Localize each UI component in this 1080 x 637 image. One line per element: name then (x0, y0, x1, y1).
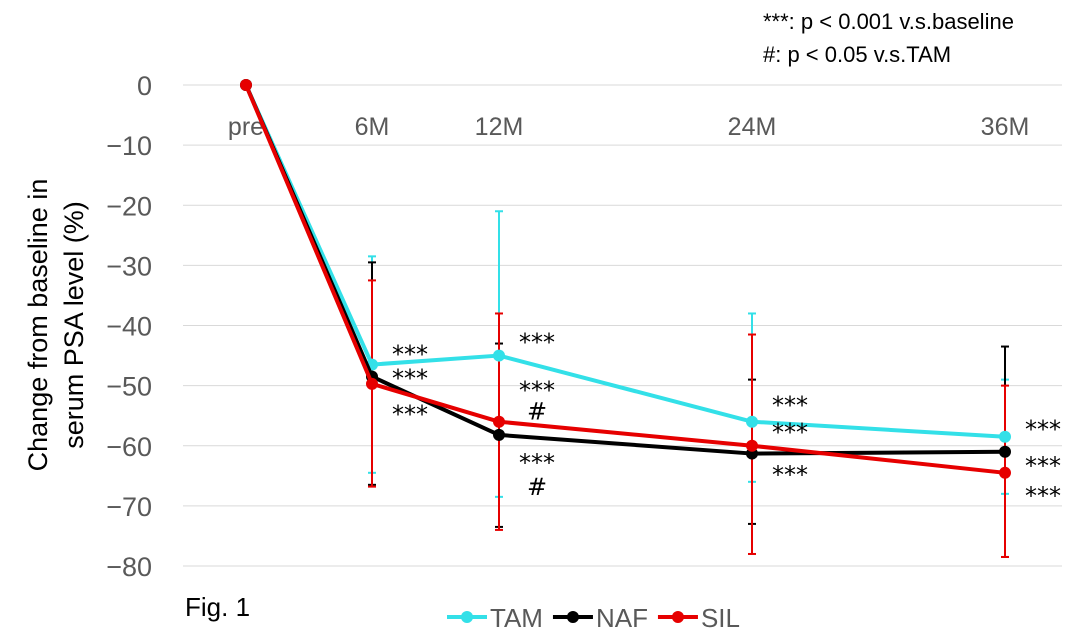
legend-marker-naf (566, 611, 579, 623)
legend-marker-tam (461, 611, 473, 623)
x-tick-label: 24M (728, 113, 777, 141)
data-point-sil (999, 466, 1011, 479)
y-tick-label: −70 (106, 492, 152, 522)
y-axis-title-line2: serum PSA level (%) (59, 201, 89, 449)
data-point-naf (999, 445, 1011, 458)
y-tick-label: −10 (106, 131, 152, 161)
significance-stars: *** (519, 377, 555, 405)
y-tick-label: 0 (137, 71, 152, 101)
x-tick-label: 36M (981, 113, 1030, 141)
significance-stars: *** (772, 461, 808, 489)
y-axis-title-line1: Change from baseline in (23, 179, 53, 472)
significance-stars: *** (772, 419, 808, 447)
x-tick-label: 12M (475, 113, 524, 141)
significance-note-hash: #: p < 0.05 v.s.TAM (763, 42, 952, 67)
y-tick-label: −40 (106, 312, 152, 342)
series-line-sil (244, 84, 1006, 475)
significance-stars: *** (392, 401, 428, 429)
significance-stars: *** (519, 329, 555, 357)
significance-stars: *** (392, 341, 428, 369)
y-tick-label: −30 (106, 251, 152, 281)
legend-label-naf: NAF (596, 603, 648, 633)
significance-note-stars: ***: p < 0.001 v.s.baseline (763, 9, 1014, 34)
significance-stars: *** (392, 365, 428, 393)
significance-stars: *** (1025, 482, 1061, 510)
legend-marker-sil (671, 611, 684, 623)
y-tick-label: −60 (106, 432, 152, 462)
data-point-naf (493, 428, 505, 441)
data-point-tam (999, 430, 1011, 443)
data-point-tam (493, 349, 505, 362)
data-point-sil (366, 377, 378, 390)
figure-label: Fig. 1 (185, 592, 251, 622)
data-point-sil (746, 439, 758, 452)
data-point-sil (493, 415, 505, 428)
y-tick-label: −20 (106, 191, 152, 221)
significance-stars: *** (519, 449, 555, 477)
significance-stars: *** (772, 392, 808, 420)
x-tick-label: 6M (355, 113, 390, 141)
y-tick-label: −50 (106, 372, 152, 402)
significance-stars: *** (1025, 452, 1061, 480)
legend-label-sil: SIL (701, 603, 740, 633)
data-point-sil (240, 79, 252, 91)
significance-stars: *** (1025, 416, 1061, 444)
data-point-tam (746, 415, 758, 428)
significance-hash: # (527, 473, 547, 501)
y-tick-label: −80 (106, 552, 152, 582)
legend-label-tam: TAM (490, 603, 543, 633)
significance-hash: # (527, 398, 547, 426)
